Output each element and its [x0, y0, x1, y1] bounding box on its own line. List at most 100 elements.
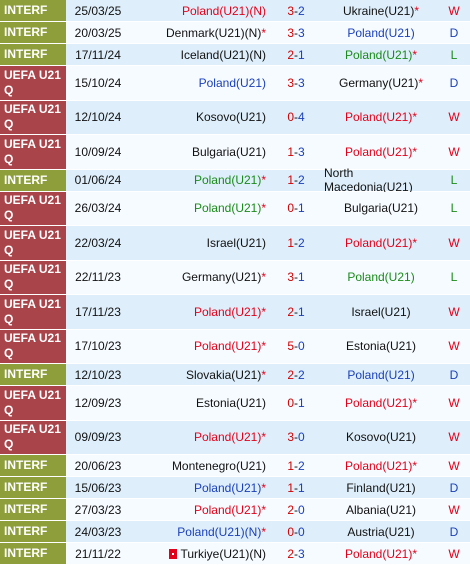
- score[interactable]: 1-2: [268, 226, 324, 260]
- match-date: 21/11/22: [66, 543, 130, 564]
- score-separator: -: [294, 430, 298, 445]
- away-team-name: Austria(U21): [347, 524, 415, 539]
- score[interactable]: 3-2: [268, 0, 324, 21]
- match-row[interactable]: INTERF 15/06/23 Poland(U21) * 1-1 Finland(U21…: [0, 477, 470, 499]
- match-row[interactable]: UEFA U21 Q 15/10/24 Poland(U21) 3-3 Germany(…: [0, 66, 470, 101]
- score[interactable]: 1-2: [268, 169, 324, 191]
- match-row[interactable]: UEFA U21 Q 12/10/24 Kosovo(U21) 0-4 Poland(U…: [0, 100, 470, 135]
- score[interactable]: 0-1: [268, 191, 324, 225]
- score[interactable]: 2-3: [268, 543, 324, 564]
- home-score: 3: [287, 270, 294, 285]
- away-team[interactable]: Poland(U21): [324, 260, 438, 294]
- home-team[interactable]: Poland(U21) *: [130, 477, 268, 498]
- match-row[interactable]: INTERF 25/03/25 Poland(U21)(N) 3-2 Ukraine(U…: [0, 0, 470, 22]
- home-team[interactable]: Israel(U21): [130, 226, 268, 260]
- away-team[interactable]: Austria(U21): [324, 521, 438, 542]
- home-team[interactable]: Kosovo(U21): [130, 100, 268, 134]
- away-team[interactable]: Poland(U21): [324, 22, 438, 43]
- score[interactable]: 1-2: [268, 455, 324, 476]
- home-score: 2: [287, 546, 294, 561]
- away-team[interactable]: Poland(U21) *: [324, 44, 438, 65]
- home-team[interactable]: Montenegro(U21): [130, 455, 268, 476]
- match-row[interactable]: INTERF 24/03/23 Poland(U21)(N) * 0-0 Austria(…: [0, 521, 470, 543]
- home-team[interactable]: Poland(U21) *: [130, 191, 268, 225]
- score[interactable]: 3-3: [268, 22, 324, 43]
- away-team[interactable]: Poland(U21): [324, 364, 438, 385]
- score-separator: -: [294, 144, 298, 159]
- away-team[interactable]: Poland(U21) *: [324, 386, 438, 420]
- score[interactable]: 3-1: [268, 260, 324, 294]
- match-row[interactable]: INTERF 27/03/23 Poland(U21) * 2-0 Albania(U21…: [0, 499, 470, 521]
- away-team[interactable]: Ukraine(U21) *: [324, 0, 438, 21]
- score[interactable]: 0-1: [268, 386, 324, 420]
- away-team[interactable]: Poland(U21) *: [324, 135, 438, 169]
- away-team[interactable]: Poland(U21) *: [324, 543, 438, 564]
- competition-label: UEFA U21 Q: [0, 420, 66, 454]
- match-row[interactable]: UEFA U21 Q 09/09/23 Poland(U21) * 3-0 Kosovo(…: [0, 420, 470, 455]
- home-team[interactable]: Poland(U21)(N) *: [130, 521, 268, 542]
- away-team[interactable]: Poland(U21) *: [324, 100, 438, 134]
- away-team[interactable]: Poland(U21) *: [324, 226, 438, 260]
- home-team[interactable]: Germany(U21) *: [130, 260, 268, 294]
- match-row[interactable]: INTERF 12/10/23 Slovakia(U21) * 2-2 Poland(U2…: [0, 364, 470, 386]
- score[interactable]: 2-1: [268, 295, 324, 329]
- score[interactable]: 1-1: [268, 477, 324, 498]
- match-row[interactable]: UEFA U21 Q 17/10/23 Poland(U21) * 5-0 Estonia…: [0, 329, 470, 364]
- match-row[interactable]: UEFA U21 Q 22/03/24 Israel(U21) 1-2 Poland(U…: [0, 226, 470, 261]
- score[interactable]: 5-0: [268, 329, 324, 363]
- score[interactable]: 2-1: [268, 44, 324, 65]
- away-score: 0: [298, 524, 305, 539]
- home-team[interactable]: Slovakia(U21) *: [130, 364, 268, 385]
- away-score: 3: [298, 75, 305, 90]
- away-team[interactable]: Finland(U21): [324, 477, 438, 498]
- away-team[interactable]: North Macedonia(U21): [324, 166, 438, 194]
- star-marker: *: [261, 430, 266, 445]
- match-row[interactable]: UEFA U21 Q 12/09/23 Estonia(U21) 0-1 Poland(…: [0, 386, 470, 421]
- match-row[interactable]: INTERF 21/11/22 Turkiye(U21)(N) 2-3 Poland(U…: [0, 543, 470, 565]
- home-team[interactable]: Poland(U21) *: [130, 499, 268, 520]
- home-score: 0: [287, 201, 294, 216]
- home-team[interactable]: Iceland(U21)(N): [130, 44, 268, 65]
- result-badge: W: [438, 455, 470, 476]
- match-row[interactable]: INTERF 20/06/23 Montenegro(U21) 1-2 Poland(U…: [0, 455, 470, 477]
- away-score: 1: [298, 395, 305, 410]
- score[interactable]: 3-3: [268, 66, 324, 100]
- score[interactable]: 2-2: [268, 364, 324, 385]
- match-row[interactable]: INTERF 01/06/24 Poland(U21) * 1-2 North Maced…: [0, 166, 470, 194]
- score[interactable]: 0-0: [268, 521, 324, 542]
- home-team[interactable]: Poland(U21) *: [130, 329, 268, 363]
- score[interactable]: 3-0: [268, 420, 324, 454]
- match-row[interactable]: UEFA U21 Q 17/11/23 Poland(U21) * 2-1 Israel(…: [0, 295, 470, 330]
- match-row[interactable]: INTERF 20/03/25 Denmark(U21)(N) * 3-3 Poland(…: [0, 22, 470, 44]
- score[interactable]: 0-4: [268, 100, 324, 134]
- home-score: 5: [287, 339, 294, 354]
- home-team[interactable]: Estonia(U21): [130, 386, 268, 420]
- away-team[interactable]: Israel(U21): [324, 295, 438, 329]
- home-team[interactable]: Turkiye(U21)(N): [130, 543, 268, 564]
- away-team[interactable]: Estonia(U21): [324, 329, 438, 363]
- star-marker: *: [261, 25, 266, 40]
- home-team[interactable]: Poland(U21): [130, 66, 268, 100]
- away-team[interactable]: Germany(U21) *: [324, 66, 438, 100]
- home-team[interactable]: Poland(U21)(N): [130, 0, 268, 21]
- score[interactable]: 1-3: [268, 135, 324, 169]
- home-team-name: Poland(U21): [193, 430, 262, 445]
- score-separator: -: [294, 201, 298, 216]
- match-date: 10/09/24: [66, 135, 130, 169]
- home-team[interactable]: Poland(U21) *: [130, 169, 268, 191]
- away-team[interactable]: Kosovo(U21): [324, 420, 438, 454]
- result-badge: D: [438, 22, 470, 43]
- match-row[interactable]: UEFA U21 Q 26/03/24 Poland(U21) * 0-1 Bulgari…: [0, 191, 470, 226]
- home-team[interactable]: Poland(U21) *: [130, 420, 268, 454]
- home-team[interactable]: Bulgaria(U21): [130, 135, 268, 169]
- away-team[interactable]: Albania(U21): [324, 499, 438, 520]
- match-row[interactable]: UEFA U21 Q 10/09/24 Bulgaria(U21) 1-3 Poland…: [0, 135, 470, 170]
- away-team[interactable]: Bulgaria(U21): [324, 191, 438, 225]
- home-team[interactable]: Denmark(U21)(N) *: [130, 22, 268, 43]
- match-row[interactable]: INTERF 17/11/24 Iceland(U21)(N) 2-1 Poland(U…: [0, 44, 470, 66]
- home-team[interactable]: Poland(U21) *: [130, 295, 268, 329]
- match-row[interactable]: UEFA U21 Q 22/11/23 Germany(U21) * 3-1 Poland…: [0, 260, 470, 295]
- away-team[interactable]: Poland(U21) *: [324, 455, 438, 476]
- home-team-name: Slovakia(U21): [185, 367, 262, 382]
- score[interactable]: 2-0: [268, 499, 324, 520]
